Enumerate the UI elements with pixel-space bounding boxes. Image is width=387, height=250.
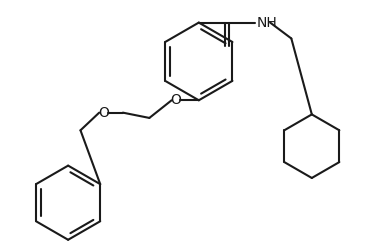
Text: O: O: [98, 106, 109, 120]
Text: NH: NH: [257, 16, 278, 30]
Text: O: O: [170, 93, 181, 107]
